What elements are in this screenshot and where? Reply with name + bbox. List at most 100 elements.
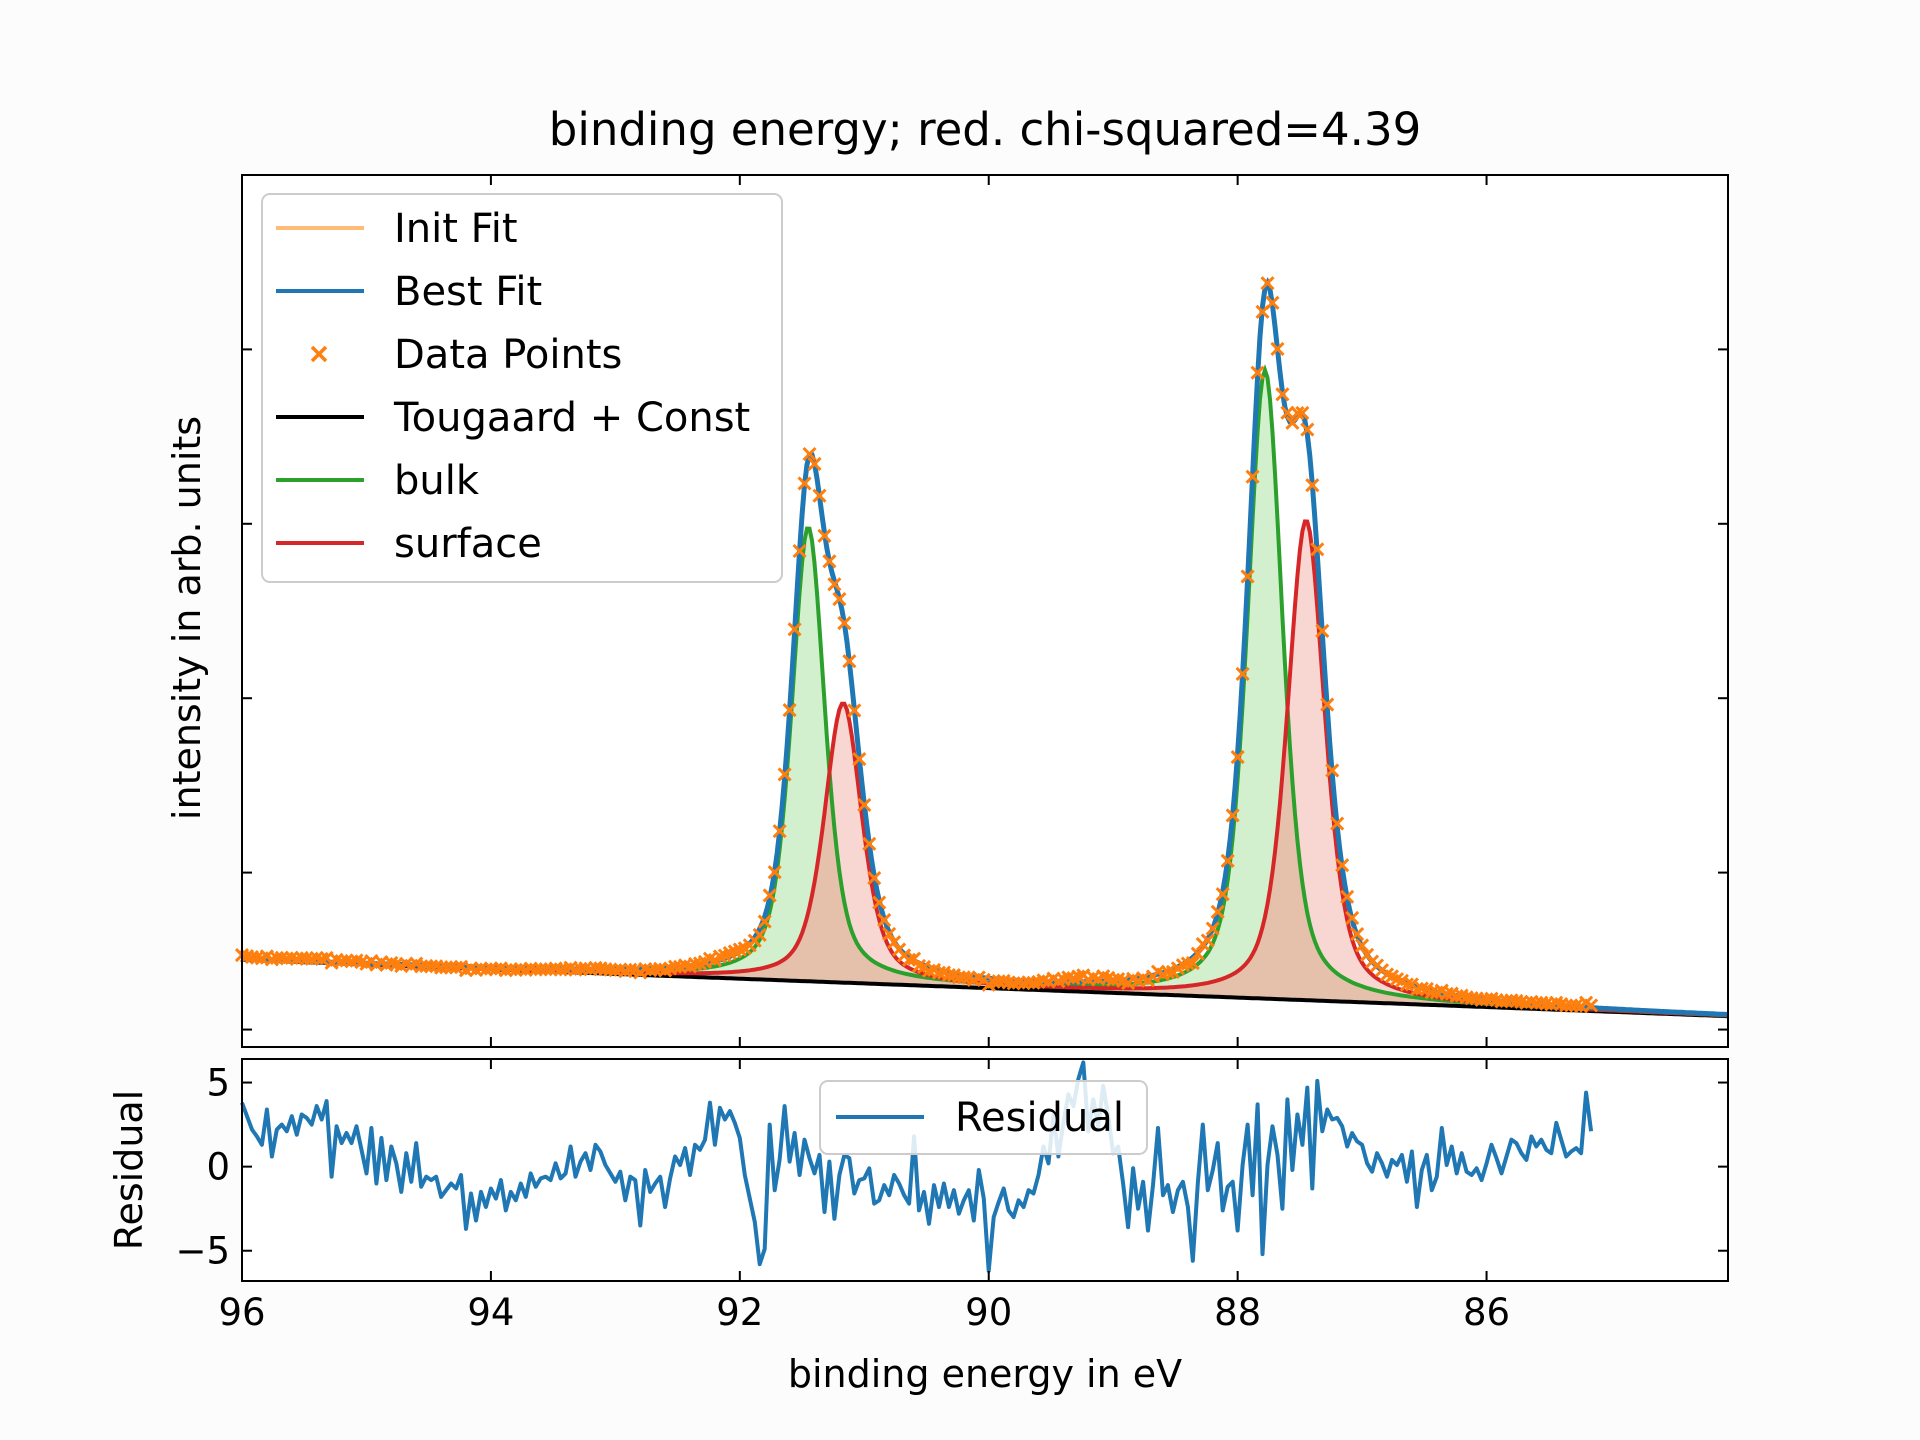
data-point — [847, 703, 862, 718]
axis-ticks — [241, 175, 1728, 1281]
axis-tick-labels: 96 94 92 90 88 86 5 0 −5 — [175, 1062, 1510, 1334]
data-point — [1439, 986, 1454, 1001]
data-point — [1225, 808, 1240, 823]
data-point — [1190, 946, 1205, 961]
data-point — [802, 446, 817, 462]
data-point — [1399, 977, 1414, 992]
residual-y-axis-title: Residual — [107, 1090, 151, 1250]
data-point — [1335, 858, 1350, 873]
data-point — [832, 591, 847, 607]
data-point — [792, 543, 807, 559]
residual-y-tick-label: −5 — [175, 1230, 230, 1273]
data-point — [782, 703, 797, 718]
data-point — [887, 935, 902, 950]
data-point — [757, 914, 772, 929]
data-point — [1340, 889, 1355, 904]
residual-axes-frame — [241, 1058, 1729, 1282]
data-point — [1290, 406, 1305, 421]
data-point — [1350, 927, 1365, 942]
data-point — [837, 615, 852, 631]
data-point — [1235, 666, 1250, 681]
data-point — [852, 751, 867, 767]
legend-label-bulk: bulk — [394, 458, 480, 504]
residual-y-tick-label: 0 — [206, 1146, 230, 1189]
data-point — [1245, 469, 1260, 484]
data-point — [1584, 998, 1599, 1013]
data-point — [449, 960, 464, 975]
data-point — [623, 962, 638, 977]
legend-box — [261, 193, 783, 583]
data-point — [1220, 853, 1235, 868]
data-point — [867, 871, 882, 886]
data-point — [941, 968, 956, 983]
data-point — [1569, 998, 1584, 1013]
data-point — [931, 965, 947, 980]
data-point — [1265, 295, 1280, 310]
residual-lines — [240, 1060, 1594, 1273]
data-point — [787, 622, 802, 637]
data-point — [882, 926, 897, 942]
x-tick-label: 92 — [716, 1291, 763, 1334]
data-point — [752, 927, 767, 942]
data-point — [1315, 623, 1330, 638]
data-point — [1210, 904, 1225, 919]
data-point — [842, 654, 857, 669]
data-point — [1320, 697, 1335, 712]
data-point — [1160, 965, 1176, 980]
x-tick-label: 94 — [467, 1291, 514, 1334]
data-point — [1205, 921, 1220, 936]
x-tick-label: 88 — [1214, 1291, 1261, 1334]
residual-legend: Residual — [819, 1080, 1148, 1155]
legend-label-data-points: Data Points — [394, 332, 622, 378]
data-point — [777, 767, 792, 782]
data-point — [767, 865, 782, 880]
data-point — [1345, 910, 1360, 926]
data-point — [877, 912, 892, 928]
data-point — [857, 797, 872, 812]
legend-label-init-fit: Init Fit — [394, 206, 518, 252]
data-point — [812, 488, 827, 503]
data-point — [1215, 887, 1230, 902]
data-point — [1295, 405, 1310, 421]
data-point — [1355, 938, 1370, 953]
residual-y-tick-label: 5 — [206, 1062, 230, 1105]
data-point — [1250, 365, 1265, 380]
data-point — [1185, 956, 1200, 971]
data-point — [1325, 763, 1340, 778]
data-point — [1230, 750, 1245, 765]
y-axis-title: intensity in arb. units — [165, 416, 209, 820]
x-axis-title: binding energy in eV — [788, 1352, 1182, 1396]
data-point — [797, 476, 812, 491]
data-point — [1200, 933, 1215, 948]
data-point — [1275, 387, 1290, 402]
data-point — [1240, 569, 1255, 584]
data-point — [862, 836, 877, 851]
legend-swatch-data-points — [310, 345, 328, 363]
legend-label-surface: surface — [394, 521, 542, 567]
data-point — [807, 456, 822, 472]
data-point — [762, 888, 777, 903]
data-point — [1300, 422, 1315, 437]
legend-label-residual: Residual — [955, 1095, 1124, 1141]
data-point — [1330, 816, 1345, 831]
data-point — [827, 577, 842, 592]
data-point — [1305, 478, 1320, 493]
residual-legend-box — [819, 1080, 1148, 1155]
x-tick-label: 96 — [218, 1291, 265, 1334]
x-tick-label: 90 — [965, 1291, 1012, 1334]
x-tick-label: 86 — [1463, 1291, 1510, 1334]
data-point — [1414, 981, 1429, 996]
data-point — [1260, 276, 1275, 291]
data-point — [1310, 542, 1325, 557]
data-point — [822, 554, 837, 569]
chart-title: binding energy; red. chi-squared=4.39 — [549, 103, 1421, 156]
legend-label-best-fit: Best Fit — [394, 269, 542, 315]
residual-line — [240, 1060, 1594, 1273]
data-point — [772, 824, 787, 839]
main-legend: Init Fit Best Fit Data Points Tougaard +… — [261, 193, 783, 583]
data-point — [817, 528, 832, 543]
legend-label-tougaard: Tougaard + Const — [393, 395, 750, 441]
data-point — [872, 895, 887, 910]
